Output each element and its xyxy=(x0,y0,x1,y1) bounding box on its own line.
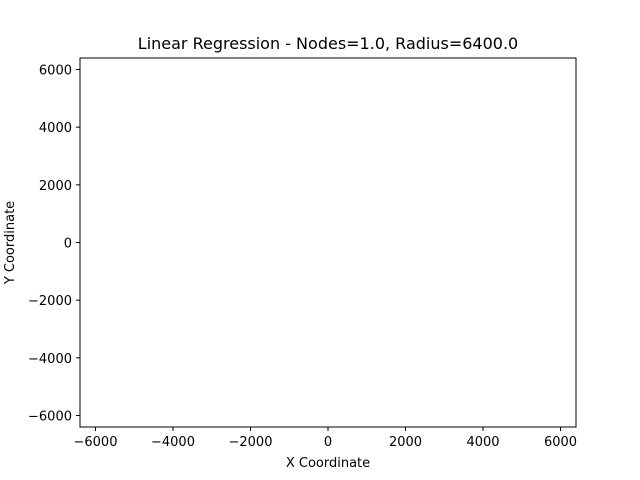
x-tick-label: 6000 xyxy=(544,435,577,450)
y-tick-label: −4000 xyxy=(28,352,72,367)
y-tick-label: 2000 xyxy=(39,179,72,194)
y-axis: −6000 −4000 −2000 0 2000 4000 6000 xyxy=(28,64,80,424)
x-tick-label: 2000 xyxy=(389,435,422,450)
x-tick-label: −4000 xyxy=(151,435,195,450)
y-tick-label: 0 xyxy=(64,237,72,252)
y-axis-label: Y Coordinate xyxy=(3,201,18,285)
y-tick-label: 6000 xyxy=(39,64,72,79)
x-tick-label: 4000 xyxy=(466,435,499,450)
plot-area xyxy=(79,57,577,428)
x-tick-label: −6000 xyxy=(74,435,118,450)
x-tick-label: 0 xyxy=(324,435,332,450)
x-tick-label: −2000 xyxy=(229,435,273,450)
y-tick-label: 4000 xyxy=(39,121,72,136)
y-tick-label: −2000 xyxy=(28,294,72,309)
x-axis: −6000 −4000 −2000 0 2000 4000 6000 xyxy=(74,427,577,450)
y-tick-label: −6000 xyxy=(28,409,72,424)
chart-title: Linear Regression - Nodes=1.0, Radius=64… xyxy=(138,34,518,53)
x-axis-label: X Coordinate xyxy=(286,456,370,471)
